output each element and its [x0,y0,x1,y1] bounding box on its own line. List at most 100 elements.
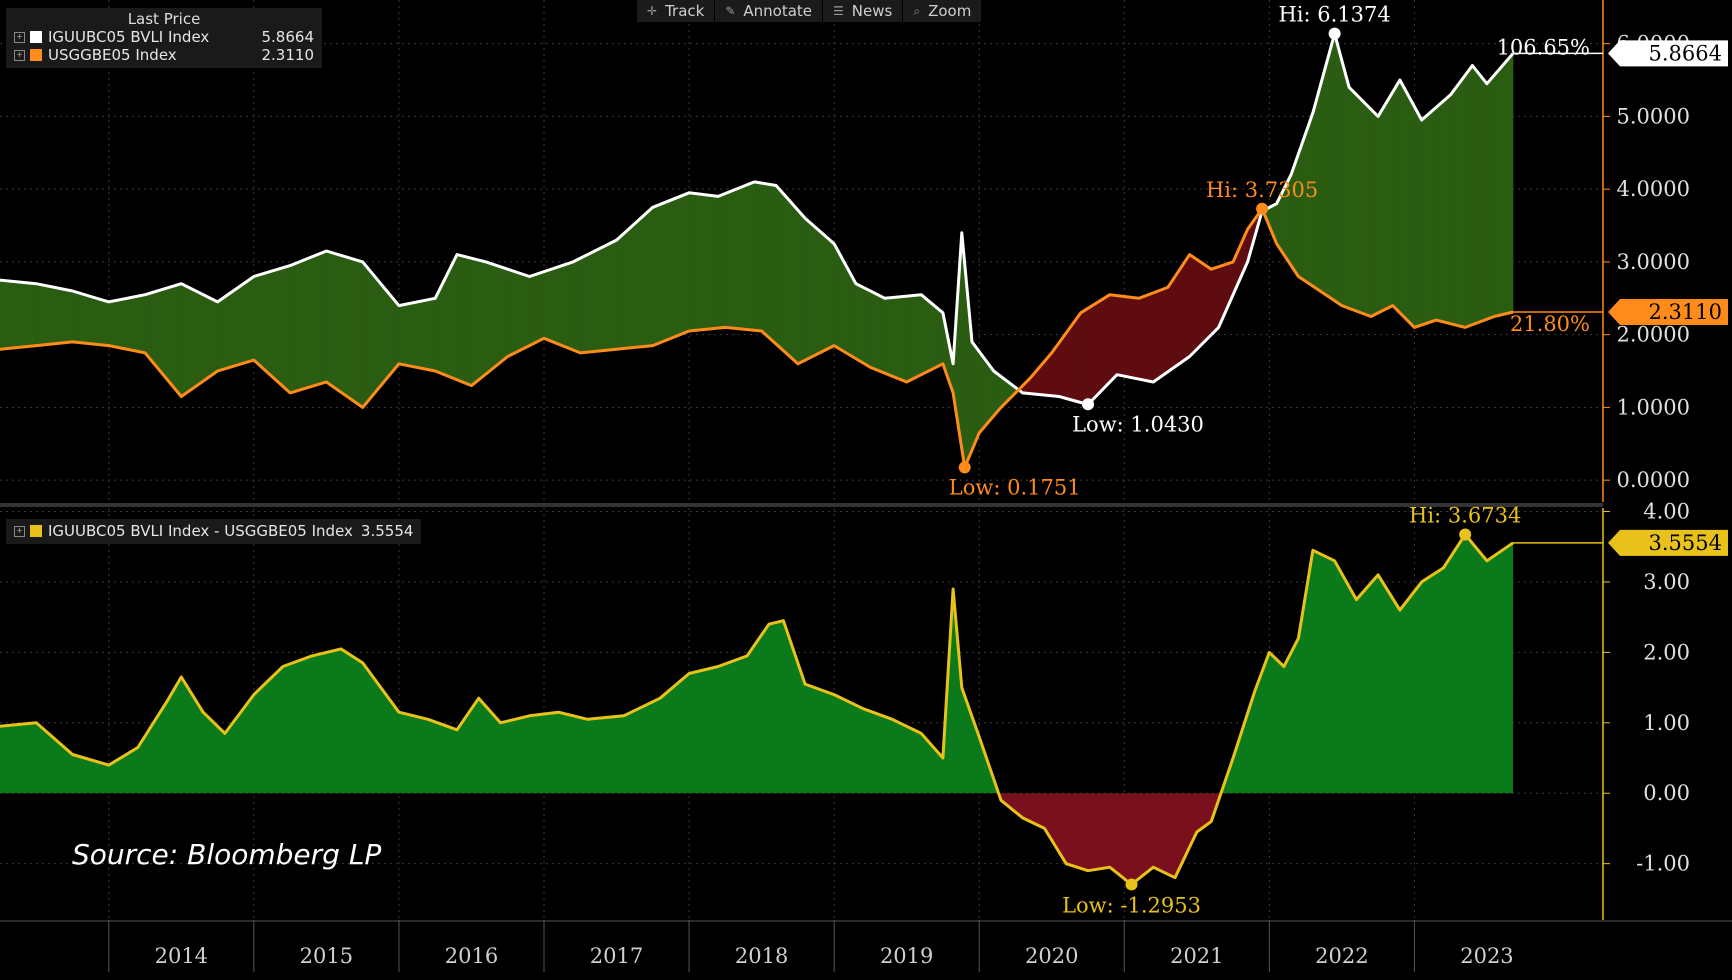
expand-icon[interactable]: + [14,525,25,537]
spread-fill-segment [1080,307,1089,405]
spread-fill-segment [1152,286,1169,383]
spread-area-positive [0,534,1514,794]
y-tick-label: 0.0000 [1617,468,1690,492]
extreme-label: Hi: 6.1374 [1278,3,1390,27]
legend-series-value: 2.3110 [261,46,315,64]
spread-fill-segment [1435,93,1451,325]
spread-fill-segment [543,261,574,351]
crosshair-icon: ✛ [647,4,658,18]
legend-row-igu[interactable]: + IGUUBC05 BVLI Index 5.8664 [14,28,314,46]
legend-series-value: 3.5554 [360,522,414,540]
spread-fill-segment [906,294,922,383]
spread-fill-segment [920,294,944,376]
bottom-panel: -1.00 0.00 1.00 2.00 3.00 4.00 [0,500,1690,920]
spread-fill-segment [884,295,907,383]
extreme-marker [1125,878,1138,891]
expand-icon[interactable]: + [14,49,25,61]
legend-series-name: USGGBE05 Index [48,46,177,64]
spread-fill-segment [1421,106,1437,326]
chart-toolbar: ✛ Track ✎ Annotate ☰ News ⌕ Zoom [637,0,983,22]
spread-fill-segment [398,297,436,372]
spread-fill-segment [761,182,777,345]
percent-change-label: 21.80% [1510,312,1590,336]
y-tick-label: 2.0000 [1617,323,1690,347]
spread-fill-segment [1486,74,1495,320]
spread-fill-segment [688,192,719,332]
extreme-marker [958,461,971,474]
spread-fill-segment [1377,91,1393,314]
spread-fill-segment [529,271,545,347]
igu-series-line [0,32,1515,406]
spread-fill-segment [108,294,146,354]
extreme-label: Low: 1.0430 [1072,412,1204,436]
last-value-tag [1608,529,1728,556]
expand-icon[interactable]: + [14,31,25,43]
spread-fill-segment [572,257,581,354]
extreme-label: Low: -1.2953 [1062,893,1201,917]
spread-fill-segment [797,209,806,365]
y-tick-label: -1.00 [1636,852,1690,876]
spread-fill-segment [1348,86,1372,317]
y-tick-label: 0.00 [1643,781,1690,805]
extreme-marker [1328,27,1341,40]
track-label: Track [665,2,705,20]
extreme-marker [1082,398,1095,411]
y-tick-label: 4.00 [1643,500,1690,524]
y-tick-label: 1.00 [1643,711,1690,735]
spread-fill-segment [855,283,871,368]
spread-fill-segment [1211,266,1219,336]
extreme-marker [1459,528,1472,541]
spread-fill-segment [1116,295,1140,380]
news-label: News [851,2,893,20]
y-tick-label: 4.0000 [1617,177,1690,201]
y-tick-label: 2.00 [1643,640,1690,664]
magnifier-icon: ⌕ [913,3,921,18]
spread-fill-segment [485,261,509,375]
spread-fill-segment [1414,106,1422,328]
spread-fill-segment [471,257,487,387]
legend-swatch-yellow [30,525,42,537]
spread-fill-segment [652,192,690,347]
legend-row-spread[interactable]: + IGUUBC05 BVLI Index - USGGBE05 Index 3… [14,522,413,540]
news-button[interactable]: ☰ News [823,0,904,22]
x-tick-label: 2016 [445,944,498,968]
spread-fill-segment [456,254,472,387]
spread-fill-segment [0,279,37,350]
legend-series-value: 5.8664 [261,28,315,46]
top-panel: 0.00001.00002.00003.00004.00005.00006.00… [0,0,1690,502]
spread-band [0,33,1514,468]
x-tick-label: 2019 [880,944,933,968]
last-value-tag [1608,40,1728,67]
spread-fill-segment [1138,292,1154,383]
legend-series-name: IGUUBC05 BVLI Index - USGGBE05 Index [48,522,353,540]
legend-swatch-white [30,31,42,43]
spread-area-negative [0,793,1514,885]
last-value-tag-text: 2.3110 [1649,300,1722,324]
spread-fill-segment [616,206,654,350]
spread-fill-segment [253,265,291,394]
panel-divider [0,503,1603,507]
annotate-label: Annotate [743,2,813,20]
y-tick-label: 3.0000 [1617,250,1690,274]
last-value-tag [1608,299,1728,326]
spread-fill-segment [1341,60,1350,309]
spread-fill-segment [1334,33,1343,307]
spread-fill-segment [1493,52,1514,317]
legend-row-usgg[interactable]: + USGGBE05 Index 2.3110 [14,46,314,64]
spread-fill-segment [1189,254,1212,358]
zoom-button[interactable]: ⌕ Zoom [903,0,983,22]
spread-fill-segment [1370,108,1379,317]
x-tick-label: 2015 [300,944,353,968]
annotate-button[interactable]: ✎ Annotate [715,0,824,22]
legend-swatch-orange [30,49,42,61]
legend-series-name: IGUUBC05 BVLI Index [48,28,210,46]
zoom-label: Zoom [928,2,972,20]
y-tick-label: 1.0000 [1617,395,1690,419]
x-tick-label: 2014 [155,944,208,968]
x-tick-label: 2018 [735,944,788,968]
track-button[interactable]: ✛ Track [637,0,716,22]
spread-fill-segment [1109,294,1118,383]
pencil-icon: ✎ [725,4,736,18]
